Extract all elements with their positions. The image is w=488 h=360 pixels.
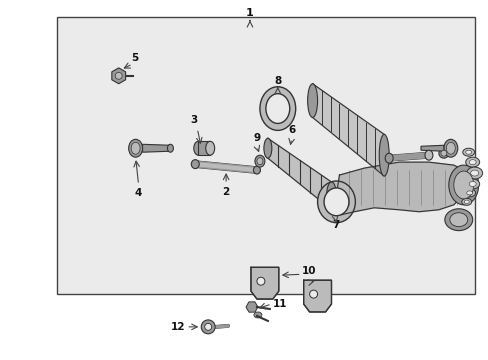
Ellipse shape: [466, 167, 482, 179]
Ellipse shape: [326, 182, 336, 210]
Ellipse shape: [128, 139, 142, 157]
Text: 7: 7: [331, 220, 339, 230]
Text: 12: 12: [170, 322, 185, 332]
Text: 5: 5: [131, 53, 139, 63]
Ellipse shape: [440, 150, 446, 156]
Ellipse shape: [317, 181, 355, 223]
Ellipse shape: [463, 189, 475, 197]
Ellipse shape: [470, 170, 478, 176]
Text: 8: 8: [274, 76, 281, 86]
Ellipse shape: [307, 84, 317, 117]
Ellipse shape: [205, 141, 214, 155]
Ellipse shape: [204, 323, 211, 330]
Polygon shape: [312, 84, 384, 176]
Ellipse shape: [379, 134, 388, 176]
Ellipse shape: [462, 148, 474, 156]
Ellipse shape: [446, 142, 454, 154]
Ellipse shape: [309, 290, 317, 298]
Text: 6: 6: [287, 125, 295, 135]
Ellipse shape: [449, 213, 467, 227]
Text: 4: 4: [135, 188, 142, 198]
Ellipse shape: [256, 277, 264, 285]
Ellipse shape: [115, 72, 122, 79]
Polygon shape: [303, 280, 331, 312]
Ellipse shape: [468, 181, 475, 186]
Ellipse shape: [254, 155, 264, 167]
Ellipse shape: [131, 142, 140, 154]
Polygon shape: [420, 145, 443, 151]
Ellipse shape: [468, 159, 475, 165]
Ellipse shape: [453, 171, 473, 199]
Ellipse shape: [444, 209, 472, 231]
Text: 2: 2: [222, 187, 229, 197]
Text: 3: 3: [190, 116, 198, 126]
Ellipse shape: [201, 320, 215, 334]
Text: 11: 11: [272, 299, 287, 309]
Ellipse shape: [465, 179, 479, 189]
Ellipse shape: [461, 198, 471, 205]
Ellipse shape: [466, 191, 472, 195]
Polygon shape: [267, 138, 331, 210]
Ellipse shape: [191, 159, 199, 168]
Ellipse shape: [463, 200, 468, 203]
Bar: [57, 18, 474, 294]
Polygon shape: [142, 144, 170, 152]
Text: 9: 9: [253, 133, 260, 143]
Text: 10: 10: [301, 266, 316, 276]
Bar: [198, 141, 210, 155]
Ellipse shape: [256, 158, 263, 165]
Ellipse shape: [253, 166, 260, 174]
Polygon shape: [250, 267, 278, 299]
Ellipse shape: [193, 141, 203, 155]
Text: 1: 1: [245, 8, 253, 18]
Ellipse shape: [385, 153, 392, 163]
Ellipse shape: [438, 148, 448, 158]
Ellipse shape: [167, 144, 173, 152]
Ellipse shape: [465, 150, 471, 154]
Ellipse shape: [424, 150, 432, 160]
Ellipse shape: [443, 139, 457, 157]
Ellipse shape: [260, 87, 295, 130]
Polygon shape: [337, 162, 468, 215]
Ellipse shape: [265, 94, 289, 123]
Ellipse shape: [253, 312, 262, 318]
Ellipse shape: [448, 165, 478, 205]
Ellipse shape: [264, 138, 271, 158]
Ellipse shape: [324, 188, 348, 216]
Ellipse shape: [465, 157, 479, 167]
